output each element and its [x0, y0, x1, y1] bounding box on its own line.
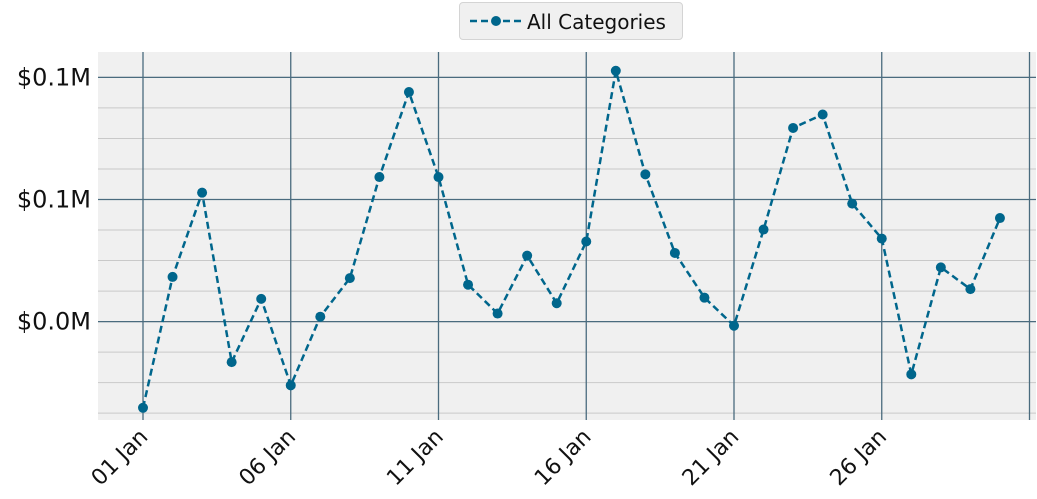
data-point	[492, 308, 503, 319]
data-point	[847, 198, 858, 209]
legend: All Categories	[459, 2, 683, 40]
x-tick-label: 01 Jan	[87, 425, 153, 491]
data-point	[226, 357, 237, 368]
data-point	[640, 169, 651, 180]
data-point	[669, 247, 680, 258]
data-point	[817, 109, 828, 120]
legend-swatch-icon	[470, 16, 522, 26]
data-point	[463, 279, 474, 290]
data-point	[758, 224, 769, 235]
legend-label: All Categories	[527, 10, 666, 34]
data-point	[788, 122, 799, 133]
data-point	[876, 233, 887, 244]
x-tick-label: 11 Jan	[382, 425, 448, 491]
data-point	[551, 298, 562, 309]
data-point	[344, 273, 355, 284]
y-tick-label: $0.1M	[17, 185, 91, 213]
series-layer	[138, 65, 1005, 413]
x-axis-ticks: 01 Jan 06 Jan 11 Jan 16 Jan 21 Jan 26 Jan	[87, 425, 892, 491]
data-point	[138, 402, 148, 413]
data-point	[581, 236, 592, 247]
data-point	[433, 172, 444, 183]
data-point	[256, 293, 267, 304]
y-axis-ticks: $0.0M $0.1M $0.1M	[17, 63, 91, 335]
data-point	[167, 271, 178, 282]
y-tick-label: $0.0M	[17, 308, 91, 336]
data-point	[315, 311, 326, 322]
data-point	[965, 284, 976, 295]
data-point	[610, 65, 621, 76]
plot-area	[98, 52, 1036, 420]
data-point	[994, 213, 1005, 224]
data-point	[729, 320, 739, 331]
data-point	[197, 187, 208, 198]
x-tick-label: 21 Jan	[678, 425, 744, 491]
data-point	[522, 250, 533, 261]
grid-lines	[98, 52, 1036, 420]
data-point	[403, 87, 414, 98]
x-tick-label: 26 Jan	[826, 425, 892, 491]
x-tick-label: 16 Jan	[530, 425, 596, 491]
data-point	[906, 369, 917, 380]
data-point	[285, 380, 296, 391]
data-point	[374, 172, 385, 183]
x-tick-label: 06 Jan	[235, 425, 301, 491]
data-point	[699, 292, 710, 303]
series-line	[141, 70, 1002, 409]
y-tick-label: $0.1M	[17, 63, 91, 91]
data-point	[935, 262, 946, 273]
